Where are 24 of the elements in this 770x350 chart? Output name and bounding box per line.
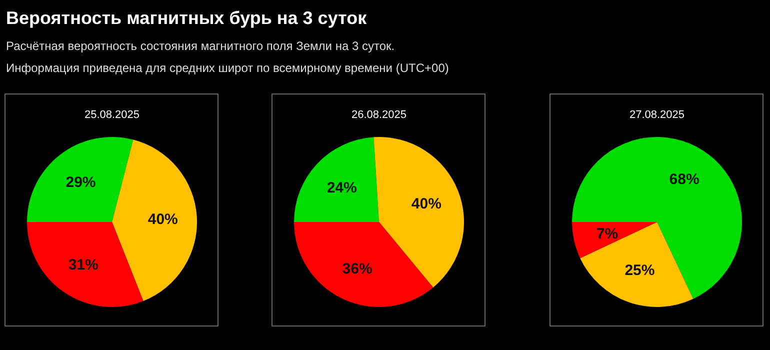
data-label: 7%: [596, 225, 618, 242]
chart-title: 25.08.2025: [84, 109, 140, 121]
data-label: 24%: [326, 179, 357, 196]
data-label: 40%: [411, 195, 442, 212]
chart-title: 27.08.2025: [629, 109, 685, 121]
pie-slice: [294, 137, 379, 222]
pie-slice: [374, 137, 464, 288]
pie-slice: [27, 137, 134, 222]
data-label: 68%: [669, 171, 700, 188]
pie-slice: [294, 222, 434, 307]
pie-slice: [112, 140, 197, 302]
pie-slice: [572, 137, 742, 299]
text: Расчётная вероятность состояния магнитного поля Земли на 3 суток.: [6, 39, 395, 53]
data-label: 25%: [624, 262, 655, 280]
pie-slice: [27, 222, 144, 307]
data-label: 31%: [68, 256, 98, 274]
data-label: 29%: [66, 174, 96, 191]
pie-slice: [572, 222, 657, 258]
text: Вероятность магнитных бурь на 3 суток: [6, 8, 368, 28]
chart-title: 26.08.2025: [351, 109, 407, 121]
pie-slice: [580, 222, 694, 307]
data-label: 40%: [148, 211, 178, 228]
data-label: 36%: [342, 260, 372, 278]
text: Информация приведена для средних широт по всемирному времени (UTC+00): [6, 61, 449, 75]
